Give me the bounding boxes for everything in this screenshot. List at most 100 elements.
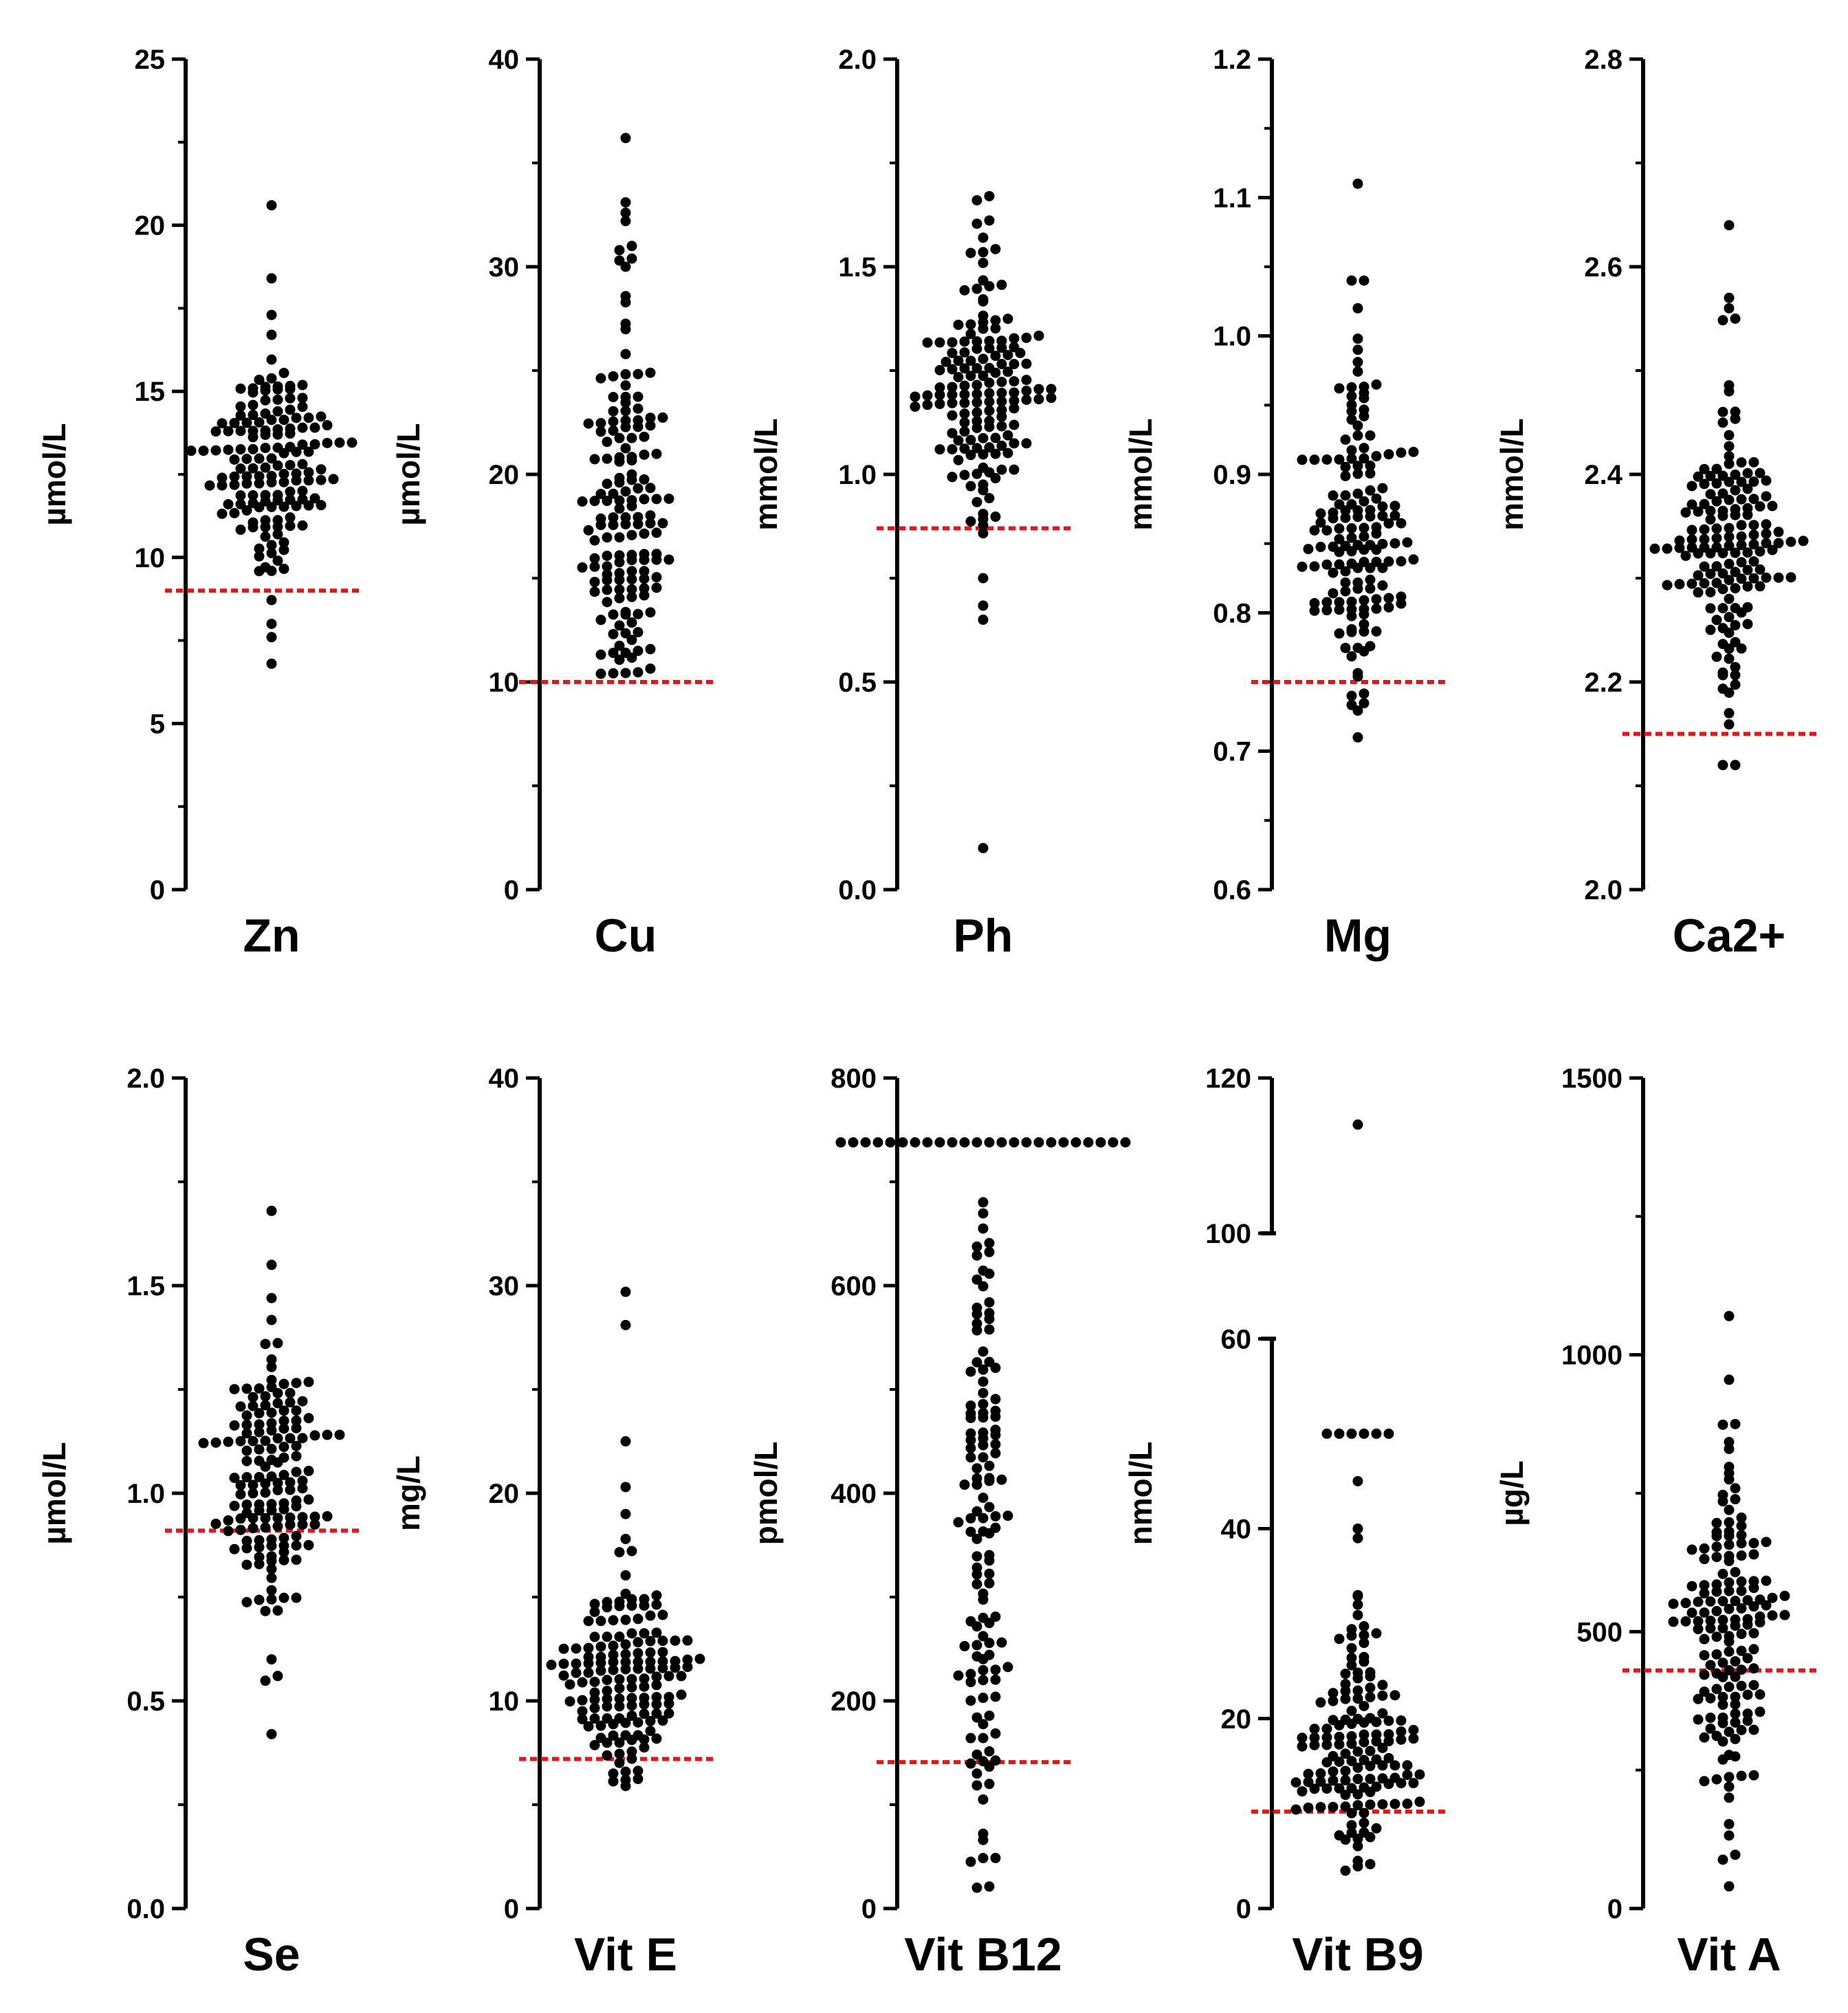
- data-point: [1724, 707, 1735, 718]
- data-point: [260, 408, 271, 419]
- data-point: [291, 1378, 302, 1389]
- data-point: [1352, 344, 1363, 355]
- data-point: [1408, 1778, 1419, 1789]
- data-point: [595, 1665, 606, 1676]
- data-point: [1699, 578, 1710, 589]
- data-point: [910, 401, 921, 412]
- data-point: [1083, 1137, 1094, 1148]
- data-point: [1711, 1552, 1722, 1563]
- data-point: [614, 1757, 625, 1768]
- data-point: [984, 343, 995, 354]
- data-point: [1699, 1580, 1710, 1591]
- data-point: [210, 1518, 221, 1529]
- data-point: [1358, 410, 1370, 421]
- data-point: [1389, 1690, 1400, 1701]
- data-point: [1717, 315, 1728, 326]
- data-point: [651, 1680, 662, 1691]
- data-point: [984, 1297, 995, 1308]
- data-point: [1730, 485, 1741, 496]
- data-point: [1290, 1804, 1301, 1815]
- data-point: [1033, 330, 1044, 341]
- data-point: [1767, 1610, 1778, 1621]
- data-point: [614, 557, 625, 568]
- data-point: [285, 428, 296, 439]
- data-point: [297, 393, 308, 404]
- data-point: [620, 1664, 631, 1675]
- data-point: [1334, 1783, 1345, 1794]
- data-point: [278, 448, 289, 459]
- data-point: [266, 329, 277, 340]
- data-point: [1705, 1713, 1716, 1724]
- data-point: [260, 1512, 271, 1524]
- data-point: [272, 556, 283, 566]
- data-point: [1686, 481, 1697, 492]
- data-point: [645, 1647, 656, 1658]
- data-point: [632, 391, 644, 402]
- data-point: [1736, 540, 1747, 551]
- data-point: [670, 1635, 681, 1646]
- y-axis-label: µmol/L: [390, 423, 426, 525]
- data-point: [1002, 1662, 1013, 1673]
- panel-ca2-: 2.0 2.2 2.4 2.6 2.8 mmol/L Ca2+: [1494, 45, 1818, 962]
- data-point: [1717, 1754, 1728, 1765]
- data-point: [1383, 1428, 1394, 1439]
- data-point: [990, 1674, 1001, 1685]
- data-point: [1717, 1496, 1728, 1507]
- data-point: [978, 1631, 989, 1642]
- data-point: [577, 1714, 588, 1725]
- data-point: [235, 410, 246, 421]
- data-point: [564, 1679, 575, 1690]
- data-point: [272, 1521, 283, 1532]
- data-point: [1352, 1834, 1363, 1845]
- data-point: [978, 1197, 989, 1208]
- data-point: [971, 1621, 982, 1632]
- data-point: [583, 525, 594, 536]
- data-point: [285, 512, 296, 523]
- data-point: [1358, 393, 1370, 404]
- data-point: [620, 207, 631, 218]
- data-point: [620, 1533, 631, 1544]
- data-point: [1315, 1697, 1326, 1708]
- data-point: [1767, 1592, 1778, 1603]
- data-point: [1724, 1818, 1735, 1829]
- data-point: [260, 1487, 271, 1498]
- data-point: [940, 356, 952, 367]
- data-point: [1717, 1700, 1728, 1710]
- data-point: [639, 528, 650, 539]
- data-point: [1321, 1739, 1332, 1750]
- data-point: [1365, 1761, 1376, 1772]
- data-point: [1002, 349, 1013, 360]
- data-point: [1724, 1585, 1735, 1596]
- data-point: [1021, 375, 1032, 386]
- data-point: [651, 527, 662, 538]
- data-point: [1396, 518, 1407, 529]
- data-point: [620, 324, 631, 335]
- data-point: [608, 1768, 619, 1779]
- data-point: [266, 1374, 277, 1385]
- y-axis-label: mg/L: [390, 1455, 426, 1531]
- data-point: [1002, 314, 1013, 324]
- data-point: [297, 459, 308, 470]
- data-point: [229, 1543, 240, 1554]
- data-point: [1352, 357, 1363, 368]
- data-point: [965, 1442, 976, 1453]
- data-point: [1377, 1680, 1388, 1691]
- data-point: [248, 1436, 258, 1446]
- data-point: [1328, 1801, 1339, 1812]
- data-point: [1414, 1796, 1425, 1807]
- data-point: [241, 1419, 252, 1430]
- data-point: [996, 377, 1007, 388]
- data-point: [971, 336, 982, 347]
- data-point: [645, 412, 656, 424]
- data-point: [583, 1667, 594, 1678]
- data-point: [1303, 1776, 1314, 1788]
- data-point: [1321, 605, 1332, 616]
- data-point: [309, 422, 320, 433]
- data-point: [835, 1137, 846, 1148]
- data-point: [947, 428, 958, 439]
- data-point: [266, 632, 277, 643]
- data-point: [235, 1436, 246, 1446]
- data-point: [996, 1637, 1007, 1648]
- data-point: [577, 1695, 588, 1706]
